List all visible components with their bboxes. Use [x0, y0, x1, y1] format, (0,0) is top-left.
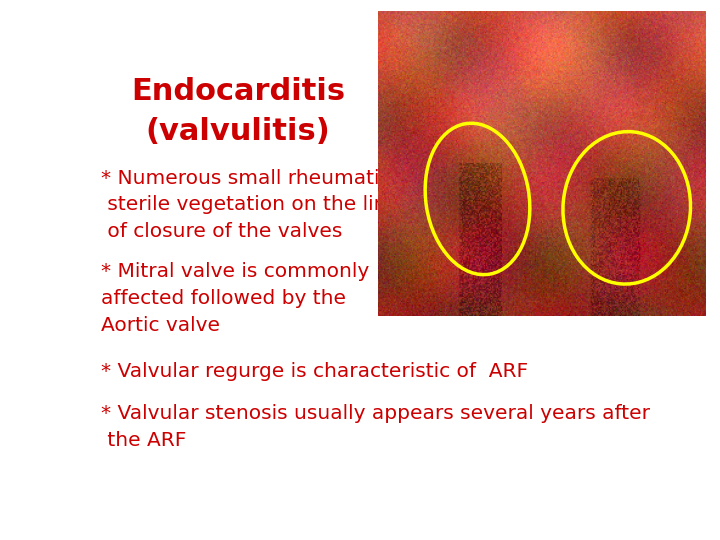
Text: * Numerous small rheumatic: * Numerous small rheumatic — [101, 168, 391, 188]
Text: Aortic valve: Aortic valve — [101, 316, 220, 335]
Text: of closure of the valves: of closure of the valves — [101, 222, 343, 241]
Text: (valvulitis): (valvulitis) — [145, 117, 330, 146]
Text: * Valvular stenosis usually appears several years after: * Valvular stenosis usually appears seve… — [101, 404, 650, 423]
Text: sterile vegetation on the line: sterile vegetation on the line — [101, 195, 399, 214]
Text: the ARF: the ARF — [101, 431, 186, 450]
Text: Endocarditis: Endocarditis — [131, 77, 345, 106]
Text: * Mitral valve is commonly: * Mitral valve is commonly — [101, 262, 369, 281]
Text: affected followed by the: affected followed by the — [101, 289, 346, 308]
Text: * Valvular regurge is characteristic of  ARF: * Valvular regurge is characteristic of … — [101, 362, 528, 381]
